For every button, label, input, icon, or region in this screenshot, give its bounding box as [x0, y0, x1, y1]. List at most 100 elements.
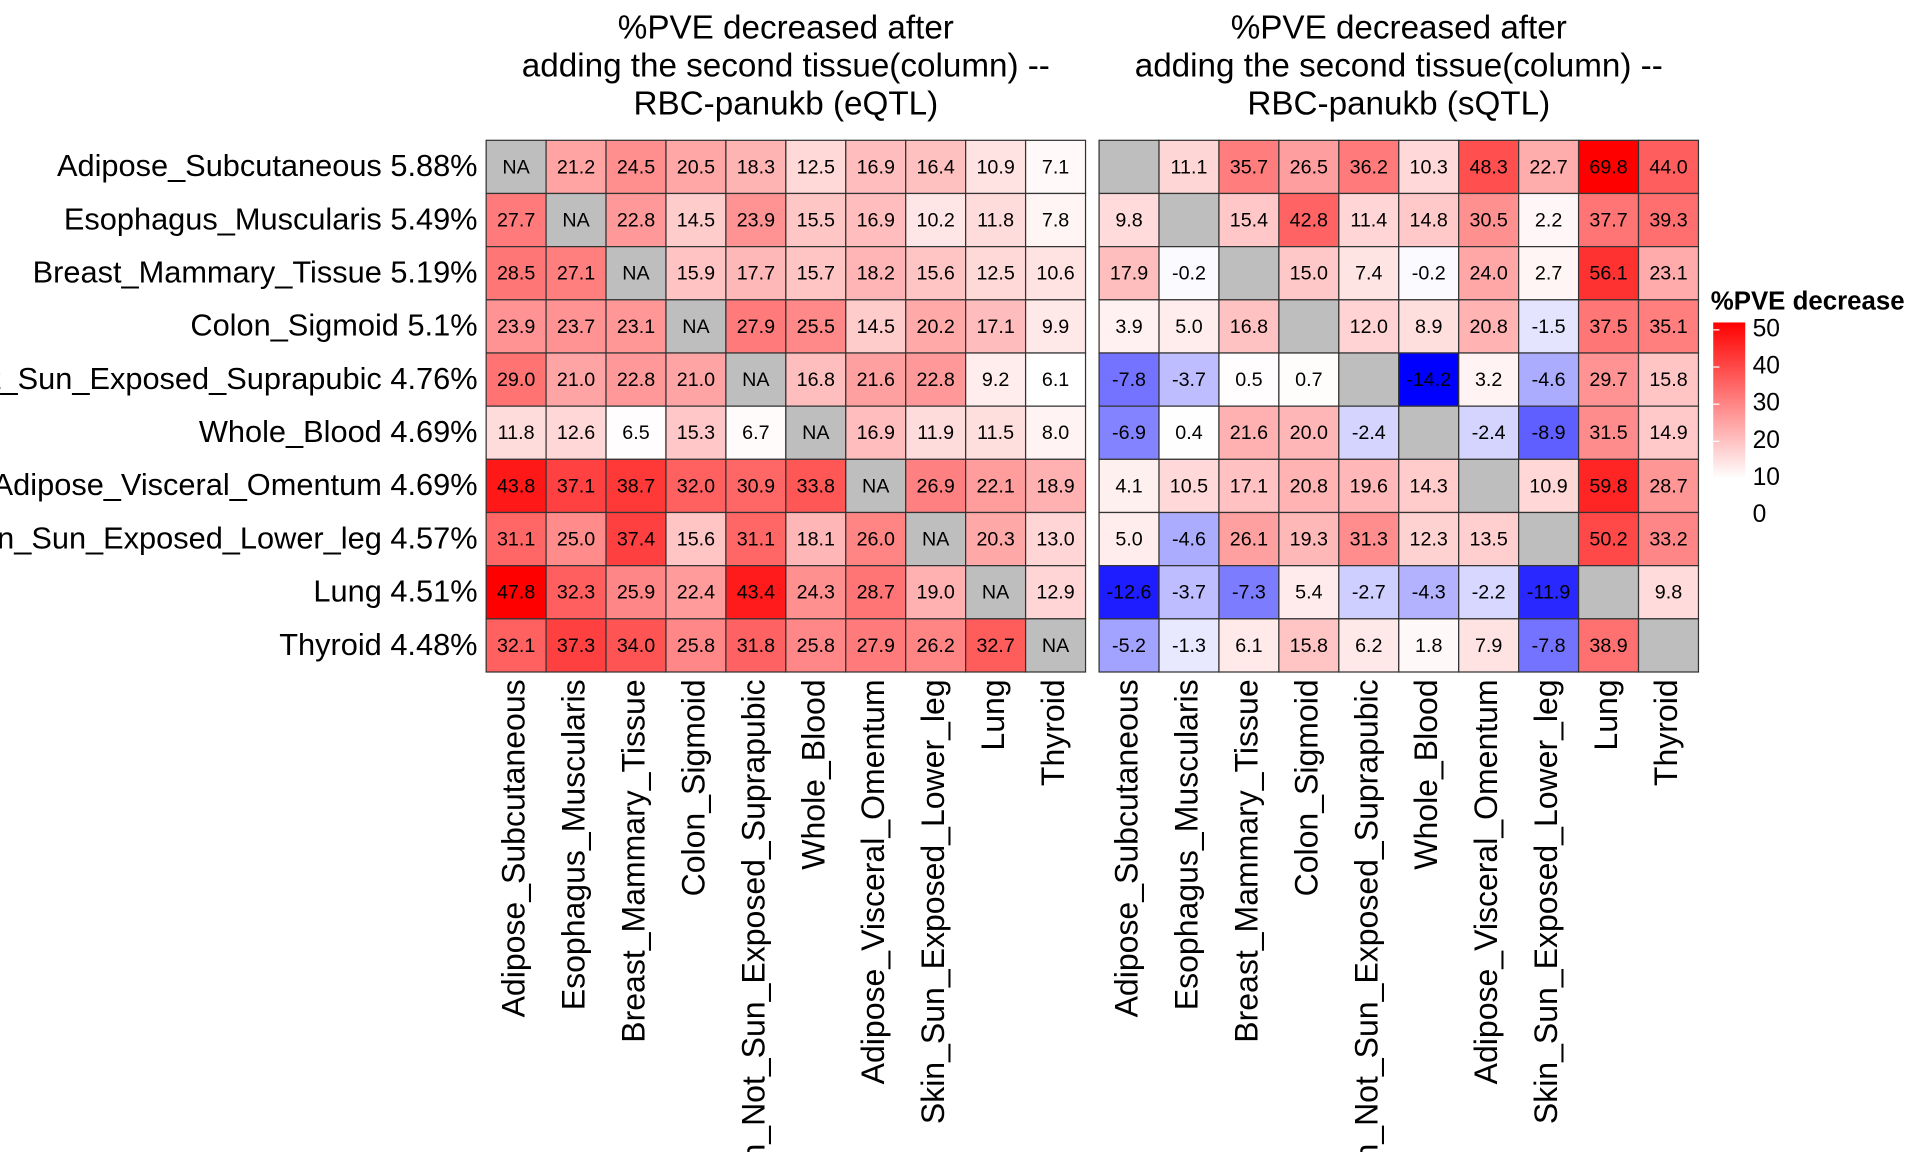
cell-label: 27.9 [737, 316, 775, 338]
cell-label: 28.7 [857, 582, 895, 604]
heatmap-cell [485, 565, 547, 620]
heatmap-cell [725, 405, 787, 460]
heatmap-cell [605, 565, 667, 620]
heatmap-cell [785, 618, 847, 673]
column-label: Thyroid [1648, 679, 1684, 786]
cell-label: 35.7 [1230, 156, 1268, 178]
heatmap-cell [1218, 458, 1280, 514]
heatmap-cell [1024, 192, 1087, 248]
heatmap-cell [1024, 139, 1087, 195]
cell-label: 37.5 [1589, 316, 1627, 338]
heatmap-cell [965, 618, 1027, 673]
cell-label: 11.8 [498, 422, 535, 444]
cell-label: 5.4 [1295, 582, 1322, 604]
heatmap-cell [1024, 565, 1087, 620]
heatmap-cell [1338, 618, 1400, 673]
cell-label: 14.8 [1410, 209, 1448, 231]
heatmap-cell [1218, 139, 1280, 195]
cell-label: 10.9 [976, 156, 1014, 178]
heatmap-cell [1218, 246, 1280, 301]
row-label: Skin_Sun_Exposed_Lower_leg 4.57% [0, 520, 478, 555]
cell-label: 19.6 [1350, 475, 1388, 497]
heatmap-cell [725, 618, 787, 673]
heatmap-cell [1338, 405, 1400, 460]
heatmap-cell [1278, 246, 1340, 301]
cell-label: 32.1 [497, 635, 535, 657]
cell-label: 5.0 [1115, 529, 1142, 551]
cell-label: 11.9 [917, 422, 954, 444]
cell-label: -7.3 [1232, 582, 1266, 604]
cell-label: 37.1 [557, 475, 595, 497]
cell-label: 11.1 [1171, 156, 1208, 178]
cell-label: 2.7 [1535, 263, 1562, 285]
heatmap-cell [725, 352, 787, 407]
cell-label: 4.1 [1115, 475, 1142, 497]
cell-label: 31.1 [737, 529, 775, 551]
column-label: Skin_Sun_Exposed_Lower_leg [1528, 679, 1564, 1124]
cell-label: 10.3 [1410, 156, 1448, 178]
cell-label: 59.8 [1589, 475, 1627, 497]
column-label: Skin_Not_Sun_Exposed_Suprapubic [735, 679, 771, 1152]
cell-label: 37.3 [557, 635, 595, 657]
cell-label: 9.8 [1115, 209, 1142, 231]
cell-label: 26.5 [1290, 156, 1328, 178]
heatmap-cell [1398, 246, 1460, 301]
heatmap-cell [485, 139, 547, 195]
heatmap-cell [1637, 405, 1700, 460]
cell-label: 12.5 [797, 156, 835, 178]
cell-label: 16.4 [917, 156, 955, 178]
cell-label: 3.2 [1475, 369, 1502, 391]
heatmap-cell [1637, 246, 1700, 301]
cell-label: 21.6 [857, 369, 895, 391]
cell-label: 16.9 [857, 156, 895, 178]
cell-label: 23.1 [1649, 263, 1687, 285]
heatmap-cell [665, 458, 727, 514]
cell-label: 11.4 [1350, 209, 1387, 231]
heatmap-cell [905, 139, 967, 195]
heatmap-cell [545, 352, 607, 407]
heatmap-cell [665, 192, 727, 248]
heatmap-cell [1024, 246, 1087, 301]
heatmap-cell [665, 618, 727, 673]
heatmap-cell [1098, 246, 1160, 301]
cell-label: 27.9 [857, 635, 895, 657]
cell-label: 37.4 [617, 529, 655, 551]
heatmap-cell [605, 352, 667, 407]
cell-label: 17.1 [1230, 475, 1268, 497]
heatmap-cell [1518, 139, 1580, 195]
heatmap-cell [1024, 458, 1087, 514]
heatmap-cell [785, 192, 847, 248]
column-label: Lung [975, 679, 1011, 750]
heatmap-cell [1398, 458, 1460, 514]
heatmap-cell [1024, 299, 1087, 354]
cell-label: 6.7 [742, 422, 769, 444]
heatmap-cell [1278, 192, 1340, 248]
legend-tick-label: 20 [1753, 427, 1780, 454]
cell-label: 16.9 [857, 209, 895, 231]
legend-tick-label: 30 [1753, 390, 1780, 417]
cell-label: 26.2 [917, 635, 955, 657]
cell-label: 15.8 [1290, 635, 1328, 657]
cell-label: 23.9 [737, 209, 775, 231]
cell-label: 38.7 [617, 475, 655, 497]
row-label: Breast_Mammary_Tissue 5.19% [33, 255, 478, 290]
heatmap-cell [1338, 192, 1400, 248]
heatmap-cell [785, 458, 847, 514]
cell-label: 30.5 [1470, 209, 1508, 231]
heatmap-cell [605, 511, 667, 567]
cell-label: -6.9 [1112, 422, 1146, 444]
heatmap-cell [1024, 352, 1087, 407]
cell-label: 0.4 [1175, 422, 1202, 444]
cell-label: -2.4 [1352, 422, 1386, 444]
cell-label: 26.9 [917, 475, 955, 497]
heatmap-cell [965, 458, 1027, 514]
heatmap-cell [1098, 618, 1160, 673]
heatmap-cell [845, 565, 907, 620]
heatmap-cell [905, 246, 967, 301]
cell-label: 56.1 [1589, 263, 1627, 285]
heatmap-cell [1098, 192, 1160, 248]
cell-label: 15.3 [677, 422, 715, 444]
heatmap-cell [1458, 618, 1520, 673]
heatmap-cell [965, 352, 1027, 407]
cell-label: 10.2 [917, 209, 955, 231]
